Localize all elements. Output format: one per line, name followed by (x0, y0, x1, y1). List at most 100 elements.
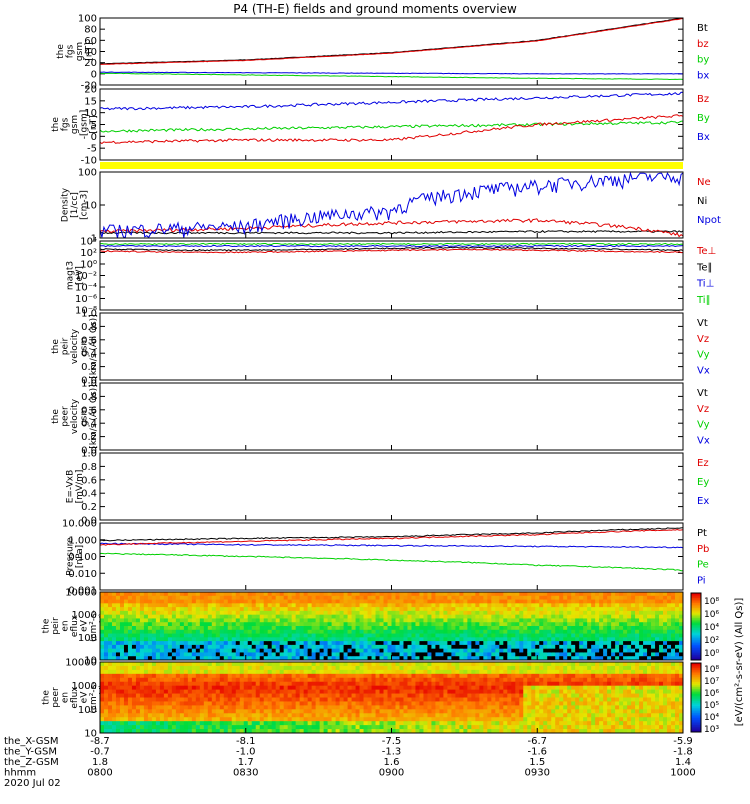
spectrogram-cell (463, 725, 467, 729)
series-Pi (100, 543, 683, 548)
spectrogram-cell (395, 607, 399, 611)
spectrogram-cell (324, 630, 328, 634)
spectrogram-cell (360, 721, 364, 725)
spectrogram-cell (176, 694, 180, 698)
spectrogram-cell (479, 694, 483, 698)
spectrogram-cell (344, 694, 348, 698)
spectrogram-cell (312, 705, 316, 709)
spectrogram-cell (419, 725, 423, 729)
spectrogram-cell (575, 615, 579, 619)
spectrogram-cell (328, 670, 332, 674)
spectrogram-cell (427, 611, 431, 615)
spectrogram-cell (104, 670, 108, 674)
spectrogram-cell (192, 666, 196, 670)
spectrogram-cell (531, 701, 535, 705)
spectrogram-cell (324, 709, 328, 713)
spectrogram-cell (212, 694, 216, 698)
spectrogram-cell (336, 611, 340, 615)
spectrogram-cell (563, 637, 567, 641)
spectrogram-cell (435, 721, 439, 725)
spectrogram-cell (376, 721, 380, 725)
spectrogram-cell (152, 630, 156, 634)
ytick-fgs: 100 (78, 14, 97, 25)
spectrogram-cell (487, 725, 491, 729)
spectrogram-cell (499, 705, 503, 709)
spectrogram-cell (591, 634, 595, 638)
spectrogram-cell (296, 721, 300, 725)
spectrogram-cell (108, 686, 112, 690)
spectrogram-cell (112, 652, 116, 656)
spectrogram-cell (675, 641, 679, 645)
spectrogram-cell (112, 649, 116, 653)
spectrogram-cell (224, 698, 228, 702)
spectrogram-cell (352, 630, 356, 634)
spectrogram-cell (483, 725, 487, 729)
spectrogram-cell (140, 690, 144, 694)
spectrogram-cell (515, 630, 519, 634)
spectrogram-cell (507, 713, 511, 717)
spectrogram-cell (216, 705, 220, 709)
legend-e-Ex: Ex (697, 496, 709, 507)
spectrogram-cell (419, 662, 423, 666)
spectrogram-cell (447, 607, 451, 611)
spectrogram-cell (172, 678, 176, 682)
spectrogram-cell (236, 652, 240, 656)
spectrogram-cell (535, 630, 539, 634)
spectrogram-cell (443, 698, 447, 702)
spectrogram-cell (152, 622, 156, 626)
spectrogram-cell (108, 641, 112, 645)
spectrogram-cell (411, 611, 415, 615)
spectrogram-cell (164, 670, 168, 674)
spectrogram-cell (443, 717, 447, 721)
spectrogram-cell (511, 626, 515, 630)
spectrogram-cell (116, 705, 120, 709)
spectrogram-cell (296, 666, 300, 670)
spectrogram-cell (495, 701, 499, 705)
spectrogram-cell (479, 662, 483, 666)
spectrogram-cell (360, 649, 364, 653)
spectrogram-cell (563, 618, 567, 622)
spectrogram-cell (479, 637, 483, 641)
spectrogram-cell (403, 694, 407, 698)
spectrogram-cell (615, 652, 619, 656)
spectrogram-cell (455, 634, 459, 638)
spectrogram-cell (132, 709, 136, 713)
spectrogram-cell (651, 603, 655, 607)
spectrogram-cell (232, 645, 236, 649)
spectrogram-cell (388, 634, 392, 638)
spectrogram-cell (280, 674, 284, 678)
spectrogram-cell (499, 694, 503, 698)
spectrogram-cell (260, 705, 264, 709)
spectrogram-cell (659, 607, 663, 611)
yellow-status-bar (100, 162, 683, 169)
spectrogram-cell (352, 694, 356, 698)
spectrogram-cell (100, 645, 104, 649)
spectrogram-cell (364, 618, 368, 622)
spectrogram-cell (415, 607, 419, 611)
spectrogram-cell (487, 592, 491, 596)
spectrogram-cell (272, 630, 276, 634)
spectrogram-cell (395, 618, 399, 622)
spectrogram-cell (388, 713, 392, 717)
spectrogram-cell (140, 694, 144, 698)
spectrogram-cell (491, 662, 495, 666)
spectrogram-cell (120, 626, 124, 630)
spectrogram-cell (332, 592, 336, 596)
spectrogram-cell (344, 611, 348, 615)
spectrogram-cell (188, 725, 192, 729)
spectrogram-cell (240, 713, 244, 717)
spectrogram-cell (395, 630, 399, 634)
spectrogram-cell (439, 618, 443, 622)
spectrogram-cell (252, 607, 256, 611)
spectrogram-cell (212, 721, 216, 725)
spectrogram-cell (116, 686, 120, 690)
spectrogram-cell (164, 649, 168, 653)
spectrogram-cell (471, 666, 475, 670)
ylabel-line: the (56, 44, 66, 59)
spectrogram-cell (220, 709, 224, 713)
spectrogram-cell (507, 709, 511, 713)
spectrogram-cell (495, 678, 499, 682)
spectrogram-cell (200, 611, 204, 615)
spectrogram-cell (120, 666, 124, 670)
spectrogram-cell (244, 634, 248, 638)
